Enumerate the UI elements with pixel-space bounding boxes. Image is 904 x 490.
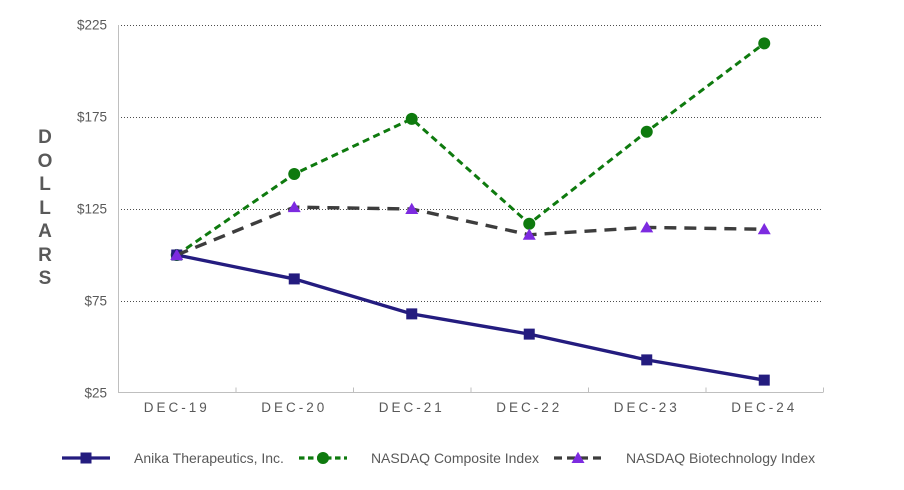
series-line-anika-therapeutics-inc (176, 253, 765, 382)
nasdaq-composite-line-swatch-icon (298, 452, 347, 464)
marker-nasdaq-biotechnology-index-dec-21 (405, 202, 419, 214)
legend-label-nasdaq-biotech: NASDAQ Biotechnology Index (626, 450, 816, 466)
x-tick-label-dec-22: DEC-22 (496, 400, 562, 415)
marker-nasdaq-biotechnology-index-dec-23 (640, 221, 654, 233)
gridlines (118, 25, 823, 302)
series-anika-therapeutics-inc (171, 249, 770, 386)
legend-label-anika: Anika Therapeutics, Inc. (134, 450, 284, 466)
y-tick-label-225: $225 (77, 18, 107, 33)
marker-nasdaq-biotechnology-index-dec-22 (522, 228, 536, 240)
marker-anika-therapeutics-inc-dec-22 (523, 328, 535, 340)
marker-nasdaq-composite-index-dec-23 (640, 125, 653, 138)
x-tick-label-dec-19: DEC-19 (144, 400, 210, 415)
series-line-nasdaq-composite-index (175, 42, 766, 257)
legend-item-nasdaq-biotech: NASDAQ Biotechnology Index (554, 450, 815, 466)
marker-nasdaq-biotechnology-index-dec-24 (757, 223, 771, 235)
marker-nasdaq-composite-index-dec-20 (288, 168, 301, 181)
x-tick-label-dec-23: DEC-23 (614, 400, 680, 415)
axes (118, 25, 824, 393)
x-tick-label-dec-21: DEC-21 (379, 400, 445, 415)
anika-line-swatch-icon (62, 452, 110, 464)
y-tick-label-25: $25 (84, 386, 107, 401)
x-tick-label-dec-24: DEC-24 (731, 400, 797, 415)
marker-nasdaq-biotechnology-index-dec-19 (170, 248, 184, 260)
series-nasdaq-biotechnology-index (170, 200, 771, 260)
marker-anika-therapeutics-inc-dec-21 (406, 308, 418, 320)
legend-swatch-marker (571, 451, 585, 463)
chart-legend: Anika Therapeutics, Inc. NASDAQ Composit… (62, 450, 815, 466)
marker-anika-therapeutics-inc-dec-23 (641, 354, 653, 366)
marker-anika-therapeutics-inc-dec-20 (288, 273, 300, 285)
legend-item-nasdaq-composite: NASDAQ Composite Index (298, 450, 540, 466)
legend-item-anika: Anika Therapeutics, Inc. (62, 450, 284, 466)
x-tick-labels: DEC-19 DEC-20 DEC-21 DEC-22 DEC-23 DEC-24 (144, 400, 797, 415)
marker-anika-therapeutics-inc-dec-24 (758, 374, 770, 386)
y-tick-label-175: $175 (77, 110, 107, 125)
legend-swatch-marker (316, 452, 329, 464)
nasdaq-biotech-line-swatch-icon (554, 451, 603, 463)
y-tick-label-75: $75 (84, 294, 107, 309)
marker-nasdaq-composite-index-dec-22 (523, 217, 536, 230)
marker-nasdaq-composite-index-dec-24 (758, 37, 771, 50)
series-nasdaq-composite-index (170, 37, 771, 261)
y-tick-label-125: $125 (77, 202, 107, 217)
legend-label-nasdaq-composite: NASDAQ Composite Index (370, 450, 540, 466)
x-tick-label-dec-20: DEC-20 (261, 400, 327, 415)
legend-swatch-marker (80, 452, 92, 464)
marker-nasdaq-biotechnology-index-dec-20 (287, 200, 301, 213)
marker-nasdaq-composite-index-dec-21 (405, 112, 418, 125)
y-tick-labels: $25 $75 $125 $175 $225 (77, 18, 107, 401)
series-line-nasdaq-biotechnology-index (176, 205, 765, 257)
